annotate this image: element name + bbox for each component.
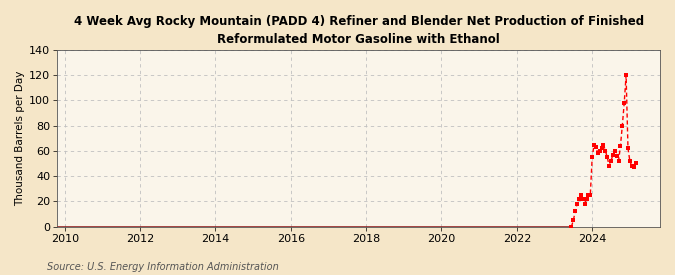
Title: 4 Week Avg Rocky Mountain (PADD 4) Refiner and Blender Net Production of Finishe: 4 Week Avg Rocky Mountain (PADD 4) Refin… [74, 15, 644, 46]
Text: Source: U.S. Energy Information Administration: Source: U.S. Energy Information Administ… [47, 262, 279, 272]
Y-axis label: Thousand Barrels per Day: Thousand Barrels per Day [15, 71, 25, 206]
